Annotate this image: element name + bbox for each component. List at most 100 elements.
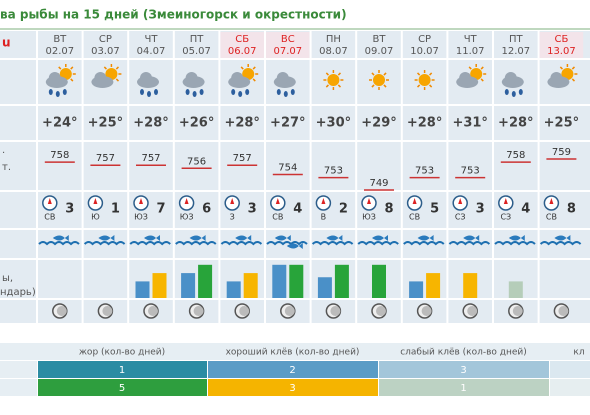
moon-shade [56, 306, 67, 316]
bite-bar [152, 273, 167, 298]
sun-ray [337, 72, 342, 76]
compass-needle [412, 198, 417, 204]
day-name: ПТ [190, 34, 205, 45]
compass-needle [275, 198, 280, 204]
cloud [140, 72, 152, 84]
wind-speed: 8 [567, 202, 576, 217]
sun [418, 74, 431, 86]
cloud [48, 72, 61, 84]
fish [98, 235, 115, 241]
bite-bar [272, 264, 287, 298]
wind-speed: 3 [248, 202, 257, 217]
sun-ray [371, 72, 375, 76]
weekend-bg [220, 32, 264, 58]
water [403, 241, 445, 246]
sun-ray [240, 66, 244, 70]
rain-drop [185, 89, 190, 95]
rain-drop [62, 89, 67, 95]
wind-speed: 6 [202, 202, 211, 217]
wind-dir: В [321, 213, 327, 222]
pressure: 749 [369, 178, 388, 189]
fish [286, 243, 303, 249]
sun [327, 74, 340, 86]
temperature: +28° [498, 116, 533, 131]
temperature: +29° [361, 116, 396, 131]
pressure: 756 [187, 156, 206, 167]
title: ва рыбы на 15 дней (Змеиногорск и окрест… [0, 8, 347, 22]
sun-ray [252, 66, 256, 70]
sun-ray [337, 84, 342, 88]
day-name: ПН [326, 34, 341, 45]
left-label: u [2, 36, 11, 50]
sun-ray [70, 78, 74, 82]
pressure: 758 [506, 150, 525, 161]
legend-value: 3 [289, 383, 295, 394]
weekend-bg [539, 32, 584, 58]
fish [417, 235, 434, 241]
day-name: ВТ [373, 34, 387, 45]
fish [372, 235, 388, 241]
rain-drop [245, 89, 250, 95]
wind-speed: 1 [111, 202, 120, 217]
day-date: 03.07 [91, 46, 120, 57]
moon-shade [330, 306, 341, 316]
compass-needle [93, 198, 98, 204]
moon-shade [102, 306, 113, 316]
wind-dir: СВ [272, 213, 283, 222]
sun-ray [371, 84, 375, 88]
rain-drop [283, 91, 288, 97]
cloud [276, 72, 289, 84]
sun-ray [571, 78, 576, 82]
cloud [459, 72, 472, 84]
wind-dir: СЗ [500, 213, 511, 222]
cloud [504, 72, 517, 84]
moon-shade [148, 306, 158, 316]
day-date: 02.07 [45, 46, 74, 57]
bite-bar [181, 273, 196, 298]
temperature: +26° [179, 116, 214, 131]
sun-ray [571, 66, 576, 70]
day-date: 09.07 [365, 46, 394, 57]
sun-ray [115, 78, 120, 82]
water [83, 241, 126, 246]
wind-speed: 5 [430, 202, 439, 217]
day-name: ПТ [509, 34, 524, 45]
water [266, 241, 308, 246]
moon-shade [467, 306, 478, 316]
fish [274, 235, 291, 241]
wind-speed: 8 [384, 202, 393, 217]
rain-drop [55, 91, 60, 97]
bite-bar [463, 273, 478, 298]
sun-ray [325, 72, 329, 76]
legend-cell [0, 361, 37, 378]
fish [189, 235, 206, 241]
legend-cell [550, 361, 590, 378]
sun-ray [480, 66, 484, 70]
day-date: 04.07 [137, 46, 166, 57]
cloud [550, 72, 563, 84]
bite-bar [317, 277, 332, 298]
bite-bar [135, 281, 150, 298]
moon-shade [376, 306, 386, 316]
legend-cell [379, 361, 549, 378]
compass-needle [230, 198, 235, 204]
compass-needle [503, 198, 508, 204]
fish [235, 235, 252, 241]
rain-drop [238, 91, 243, 97]
legend-value: 3 [460, 365, 466, 376]
pressure: 759 [552, 147, 571, 158]
bite-bar [372, 264, 386, 298]
sun-ray [429, 84, 433, 88]
fish [508, 235, 525, 241]
day-name: СР [99, 34, 112, 45]
legend-cell [208, 361, 378, 378]
legend-value: 1 [119, 365, 125, 376]
legend-cell [0, 379, 37, 396]
rain-drop [504, 89, 509, 95]
day-date: 13.07 [547, 46, 576, 57]
water [220, 241, 263, 246]
rain-drop [276, 89, 281, 95]
wind-dir: Ю [91, 213, 100, 222]
left-label: ы, [2, 273, 13, 284]
